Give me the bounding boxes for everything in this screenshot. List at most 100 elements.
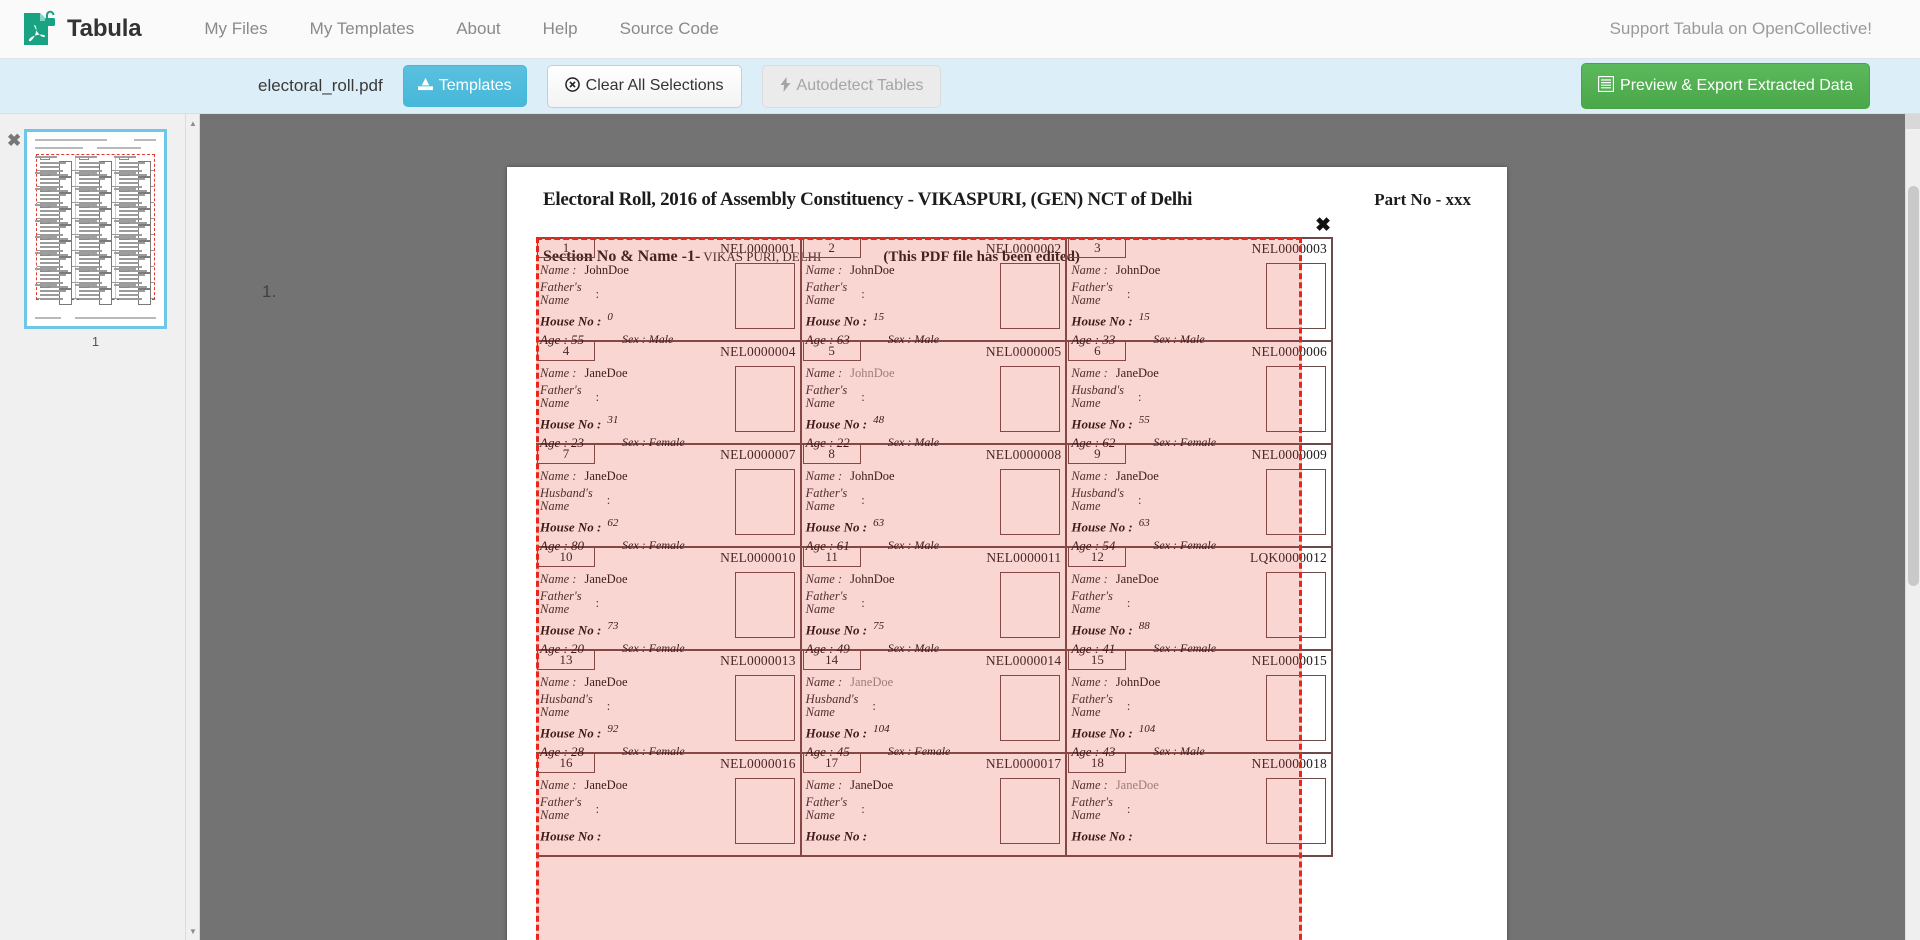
relation-colon: : (606, 492, 611, 507)
record-voter-id: NEL0000008 (985, 447, 1062, 462)
record-house-line: House No :92 (540, 723, 619, 741)
record-photo-box (734, 366, 795, 432)
voter-record-cell[interactable]: 1 NEL0000001 Name : JohnDoe Father's Name: Hou… (536, 239, 802, 347)
record-house-line: House No :15 (1071, 311, 1150, 329)
record-name-value: JaneDoe (584, 469, 628, 483)
pdf-page[interactable]: Electoral Roll, 2016 of Assembly Constit… (507, 167, 1507, 940)
voter-record-cell[interactable]: 9 NEL0000009 Name : JaneDoe Husband's Name: Ho… (1067, 445, 1334, 553)
voter-record-cell[interactable]: 2 NEL0000002 Name : JohnDoe Father's Name: Hou… (802, 239, 1068, 347)
thumbnail-footer-lines (35, 317, 156, 320)
record-house-line: House No :0 (540, 311, 613, 329)
scrollbar-thumb[interactable] (1908, 186, 1919, 586)
clear-all-selections-button[interactable]: Clear All Selections (546, 64, 742, 108)
nav-link-source-code[interactable]: Source Code (619, 19, 719, 38)
record-relation-line: Father's Name: (1071, 280, 1204, 307)
record-age-sex-line: Age : 41 Sex : Female (1071, 641, 1216, 657)
name-label: Name : (1071, 469, 1108, 483)
record-house-value: 88 (1138, 620, 1150, 633)
nav-link-my-files[interactable]: My Files (204, 19, 268, 38)
record-name-value: JohnDoe (850, 469, 895, 483)
relation-colon: : (595, 595, 600, 610)
relation-label: Husband's Name (1071, 383, 1125, 411)
voter-record-cell[interactable]: 13 NEL0000013 Name : JaneDoe Husband's Name: H… (536, 651, 802, 759)
preview-export-button[interactable]: Preview & Export Extracted Data (1581, 63, 1870, 109)
relation-label: Father's Name (540, 795, 582, 823)
voter-record-cell[interactable]: 8 NEL0000008 Name : JohnDoe Father's Name: Hou… (802, 445, 1068, 553)
voter-record-cell[interactable]: 15 NEL0000015 Name : JohnDoe Father's Name: Ho… (1067, 651, 1334, 759)
brand-title: Tabula (67, 15, 142, 42)
record-voter-id: NEL0000011 (986, 550, 1062, 565)
nav-link-about[interactable]: About (456, 19, 501, 38)
record-house-line: House No :55 (1071, 414, 1150, 432)
record-age-sex-line: Age : 20 Sex : Female (540, 641, 685, 657)
templates-button[interactable]: Templates (402, 65, 527, 107)
thumbnail-selection-outline (35, 154, 155, 305)
record-name-line: Name : JaneDoe (540, 366, 685, 381)
record-name-value: JaneDoe (850, 675, 894, 689)
record-name-line: Name : JaneDoe (806, 675, 951, 690)
voter-record-cell[interactable]: 4 NEL0000004 Name : JaneDoe Father's Name: Hou… (536, 342, 802, 450)
chevron-down-icon[interactable]: ▼ (189, 926, 197, 936)
record-sex-value: Sex : Female (887, 743, 951, 758)
section-name: VIKAS PURI, DELHI (703, 249, 822, 264)
record-name-line: Name : JohnDoe (806, 366, 939, 381)
chevron-up-icon[interactable]: ▲ (189, 118, 197, 128)
voter-record-cell[interactable]: 18 NEL0000018 Name : JaneDoe Father's Name: Ho… (1067, 754, 1334, 855)
record-age-sex-line: Age : 33 Sex : Male (1071, 332, 1204, 348)
record-house-line: House No :62 (540, 517, 619, 535)
voter-record-cell[interactable]: 10 NEL0000010 Name : JaneDoe Father's Name: Ho… (536, 548, 802, 656)
sidebar-scrollbar[interactable]: ▲ ▼ (185, 114, 199, 940)
name-label: Name : (540, 778, 577, 792)
nav-link-my-templates[interactable]: My Templates (309, 19, 415, 38)
record-sex-value: Sex : Male (622, 331, 674, 346)
name-label: Name : (805, 572, 843, 586)
support-link[interactable]: Support Tabula on OpenCollective! (1609, 19, 1872, 38)
pdf-unlock-icon (22, 10, 56, 48)
record-age-sex-line: Age : 63 Sex : Male (806, 332, 939, 348)
record-row: 4 NEL0000004 Name : JaneDoe Father's Name: Hou… (536, 342, 1334, 450)
record-photo-box (734, 675, 795, 741)
voter-record-cell[interactable]: 12 LQK0000012 Name : JaneDoe Father's Name: Ho… (1067, 548, 1334, 656)
record-voter-id: NEL0000016 (720, 756, 796, 771)
record-voter-id: NEL0000005 (985, 344, 1062, 359)
voter-record-cell[interactable]: 14 NEL0000014 Name : JaneDoe Husband's Name: H… (802, 651, 1068, 759)
name-label: Name : (540, 469, 577, 483)
record-photo-box (1000, 675, 1061, 741)
relation-colon: : (606, 698, 611, 713)
record-relation-line: Husband's Name: (1071, 486, 1216, 513)
page-thumbnail[interactable] (24, 129, 167, 329)
close-icon[interactable]: ✖ (1315, 215, 1331, 236)
record-voter-id: LQK0000012 (1250, 550, 1328, 565)
record-photo-box (734, 263, 795, 329)
record-name-line: Name : JaneDoe (540, 469, 685, 484)
viewer-scrollbar[interactable] (1905, 114, 1920, 940)
voter-record-cell[interactable]: 7 NEL0000007 Name : JaneDoe Husband's Name: Ho… (536, 445, 802, 553)
relation-label: Husband's Name (540, 692, 593, 720)
record-name-value: JohnDoe (1115, 675, 1161, 689)
record-fields: Name : JohnDoe Father's Name: House No :15 Ag… (806, 263, 939, 348)
lightning-bolt-icon (780, 76, 791, 96)
record-serial-number: 7 (537, 445, 595, 464)
name-label: Name : (1071, 675, 1108, 689)
record-relation-line: Husband's Name: (540, 692, 685, 720)
voter-record-cell[interactable]: 11 NEL0000011 Name : JohnDoe Father's Name: Ho… (802, 548, 1068, 656)
record-age-value: Age : 45 (805, 743, 850, 759)
close-icon[interactable]: ✖ (7, 131, 22, 150)
record-fields: Name : JaneDoe Husband's Name: House No :55 A… (1071, 366, 1216, 451)
autodetect-tables-button[interactable]: Autodetect Tables (761, 64, 942, 108)
voter-record-cell[interactable]: 17 NEL0000017 Name : JaneDoe Father's Name: Ho… (802, 754, 1068, 855)
record-serial-number: 18 (1068, 754, 1127, 773)
relation-colon: : (595, 286, 600, 301)
brand[interactable]: Tabula (22, 10, 142, 48)
voter-record-cell[interactable]: 3 NEL0000003 Name : JohnDoe Father's Name: Hou… (1067, 239, 1334, 347)
record-fields: Name : JaneDoe Father's Name: House No : (540, 778, 628, 845)
record-age-value: Age : 43 (1071, 743, 1116, 759)
voter-record-cell[interactable]: 16 NEL0000016 Name : JaneDoe Father's Name: Ho… (536, 754, 802, 855)
record-fields: Name : JaneDoe Father's Name: House No :73 Ag… (540, 572, 685, 657)
nav-link-help[interactable]: Help (542, 19, 578, 38)
record-voter-id: NEL0000017 (985, 756, 1062, 771)
record-voter-id: NEL0000003 (1251, 241, 1328, 256)
voter-record-cell[interactable]: 6 NEL0000006 Name : JaneDoe Husband's Name: Ho… (1067, 342, 1334, 450)
voter-record-cell[interactable]: 5 NEL0000005 Name : JohnDoe Father's Name: Hou… (802, 342, 1068, 450)
record-name-line: Name : JohnDoe (806, 469, 939, 484)
